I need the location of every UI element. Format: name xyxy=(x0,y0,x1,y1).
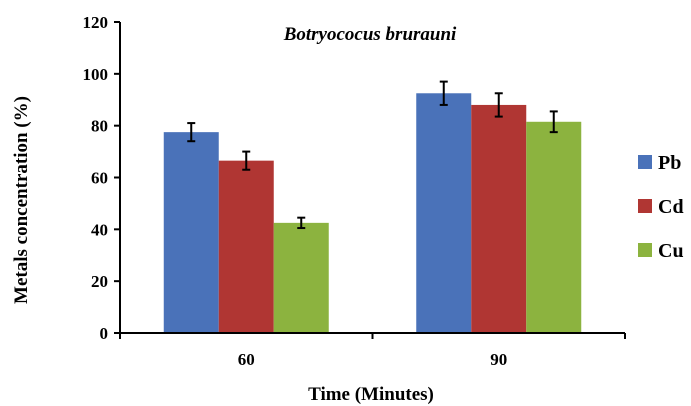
x-tick-label: 90 xyxy=(490,350,507,369)
y-tick-label: 80 xyxy=(91,117,108,136)
y-tick-label: 100 xyxy=(83,65,109,84)
legend-label-cu: Cu xyxy=(658,240,684,262)
y-tick-label: 40 xyxy=(91,220,108,239)
chart-title: Botryococus brurauni xyxy=(283,24,457,45)
bar-pb-60 xyxy=(163,132,219,333)
y-tick-label: 120 xyxy=(83,13,109,32)
bar-cu-60 xyxy=(273,222,329,333)
y-axis-title: Metals concentration (%) xyxy=(11,96,32,304)
x-tick-label: 60 xyxy=(238,350,255,369)
bar-pb-90 xyxy=(416,93,472,333)
bar-cd-60 xyxy=(218,160,274,333)
error-bars xyxy=(187,80,558,230)
bar-cd-90 xyxy=(471,104,527,333)
legend-label-cd: Cd xyxy=(658,196,684,218)
bars xyxy=(163,93,582,333)
legend-swatch-cu xyxy=(638,243,652,257)
y-axis: 0 20 40 60 80 100 120 xyxy=(83,13,120,343)
bar-cu-90 xyxy=(526,121,582,333)
legend-swatch-cd xyxy=(638,199,652,213)
legend-label-pb: Pb xyxy=(658,152,681,174)
y-tick-label: 60 xyxy=(91,169,108,188)
legend-swatch-pb xyxy=(638,155,652,169)
x-axis: 60 90 xyxy=(119,333,626,369)
y-tick-label: 0 xyxy=(100,324,109,343)
x-axis-title: Time (Minutes) xyxy=(308,384,434,405)
y-tick-label: 20 xyxy=(91,272,108,291)
legend: Pb Cd Cu xyxy=(638,152,684,262)
